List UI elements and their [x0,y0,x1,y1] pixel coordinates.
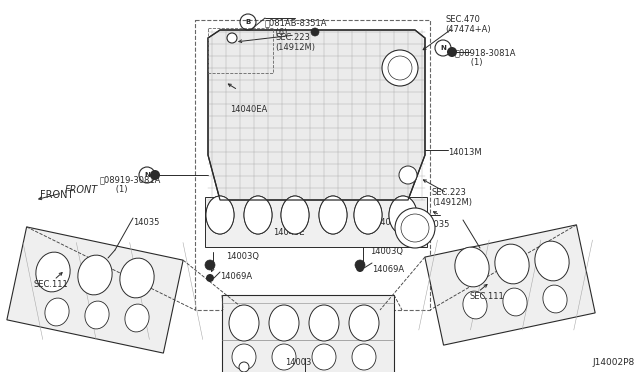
Ellipse shape [206,196,234,234]
Bar [205,197,427,247]
Text: 14003: 14003 [285,358,312,367]
Text: SEC.223
(14912M): SEC.223 (14912M) [275,33,315,52]
Ellipse shape [495,244,529,284]
Ellipse shape [281,196,309,234]
Text: 14040EA: 14040EA [230,105,268,114]
Text: 14003Q: 14003Q [370,247,403,256]
Circle shape [311,28,319,36]
Text: FRONT: FRONT [40,190,74,200]
Bar [195,20,430,310]
Ellipse shape [389,196,417,234]
Text: 14035: 14035 [133,218,159,227]
Circle shape [382,50,418,86]
Text: N: N [144,172,150,178]
Circle shape [399,166,417,184]
Ellipse shape [309,305,339,341]
Polygon shape [7,227,183,353]
Ellipse shape [269,305,299,341]
Ellipse shape [535,241,569,281]
Ellipse shape [120,258,154,298]
Ellipse shape [272,344,296,370]
Ellipse shape [45,298,69,326]
Text: 14003Q: 14003Q [226,252,259,261]
Ellipse shape [352,344,376,370]
Bar [208,28,273,73]
Circle shape [206,274,214,282]
Text: B: B [245,19,251,25]
Polygon shape [425,225,595,345]
Ellipse shape [319,196,347,234]
Text: FRONT: FRONT [65,185,99,195]
Text: J14002P8: J14002P8 [593,358,635,367]
Ellipse shape [232,344,256,370]
Ellipse shape [85,301,109,329]
Ellipse shape [463,291,487,319]
Ellipse shape [389,196,417,234]
Ellipse shape [229,305,259,341]
Circle shape [356,264,364,272]
Ellipse shape [244,196,272,234]
Text: 14040EA: 14040EA [375,218,412,227]
Text: 14040E: 14040E [273,228,305,237]
Circle shape [239,362,249,372]
Circle shape [395,208,435,248]
Ellipse shape [78,255,112,295]
Text: SEC.111: SEC.111 [470,292,505,301]
Ellipse shape [281,196,309,234]
Ellipse shape [125,304,149,332]
Circle shape [227,33,237,43]
Ellipse shape [319,196,347,234]
Circle shape [447,47,457,57]
Text: 14069A: 14069A [220,272,252,281]
Text: N: N [440,45,446,51]
Circle shape [150,170,160,180]
Ellipse shape [354,196,382,234]
Circle shape [355,260,365,270]
Ellipse shape [349,305,379,341]
Ellipse shape [455,247,489,287]
Text: SEC.223
(14912M): SEC.223 (14912M) [432,188,472,208]
Ellipse shape [354,196,382,234]
Ellipse shape [36,252,70,292]
Text: Ⓑ081AB-8351A
    (6): Ⓑ081AB-8351A (6) [265,18,328,38]
Text: Ⓝ08918-3081A
      (1): Ⓝ08918-3081A (1) [455,48,516,67]
Circle shape [205,260,215,270]
Text: SEC.470
(47474+A): SEC.470 (47474+A) [445,15,491,34]
Ellipse shape [503,288,527,316]
Text: 14035: 14035 [423,220,449,229]
Ellipse shape [543,285,567,313]
Text: Ⓝ08919-3081A
      (1): Ⓝ08919-3081A (1) [100,175,161,195]
Text: SEC.111: SEC.111 [33,280,68,289]
Text: 14069A: 14069A [372,265,404,274]
Ellipse shape [312,344,336,370]
Ellipse shape [244,196,272,234]
Ellipse shape [206,196,234,234]
Polygon shape [208,30,425,200]
Text: 14013M: 14013M [448,148,482,157]
Polygon shape [222,295,394,372]
